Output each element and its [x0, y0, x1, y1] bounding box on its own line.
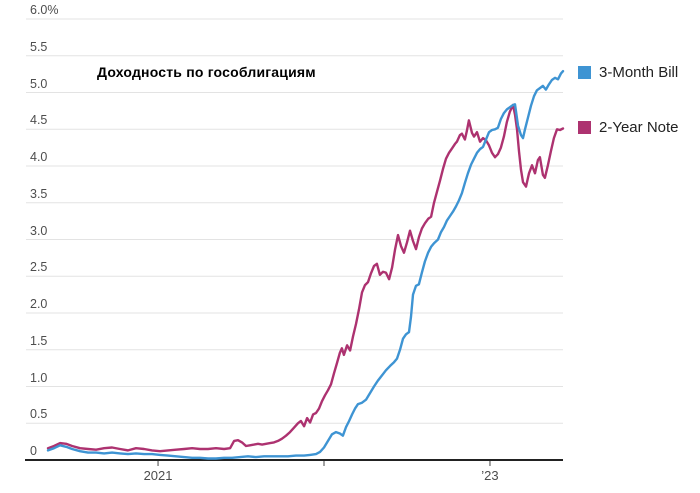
y-axis-label: 2.5	[30, 260, 48, 275]
y-axis-label: 1.5	[30, 333, 48, 348]
x-axis-label: ’23	[481, 468, 499, 483]
chart-title: Доходность по гособлигациям	[97, 64, 316, 80]
y-axis-label: 3.5	[30, 186, 48, 201]
x-axis-label: 2021	[143, 468, 173, 483]
series-line-2-year-note	[46, 103, 565, 453]
y-axis-label: 4.0	[30, 150, 48, 164]
y-axis-label: 6.0%	[30, 3, 59, 17]
y-axis-label: 3.0	[30, 223, 48, 238]
y-axis-label: 5.5	[30, 39, 48, 54]
y-axis-label: 1.0	[30, 370, 48, 385]
y-axis-label: 2.0	[30, 297, 48, 311]
y-axis-label: 0.5	[30, 407, 48, 422]
y-axis-label: 4.5	[30, 113, 48, 128]
y-axis-label: 0	[30, 444, 37, 458]
y-axis-label: 5.0	[30, 76, 48, 91]
series-line-3-month-bill	[46, 69, 565, 460]
